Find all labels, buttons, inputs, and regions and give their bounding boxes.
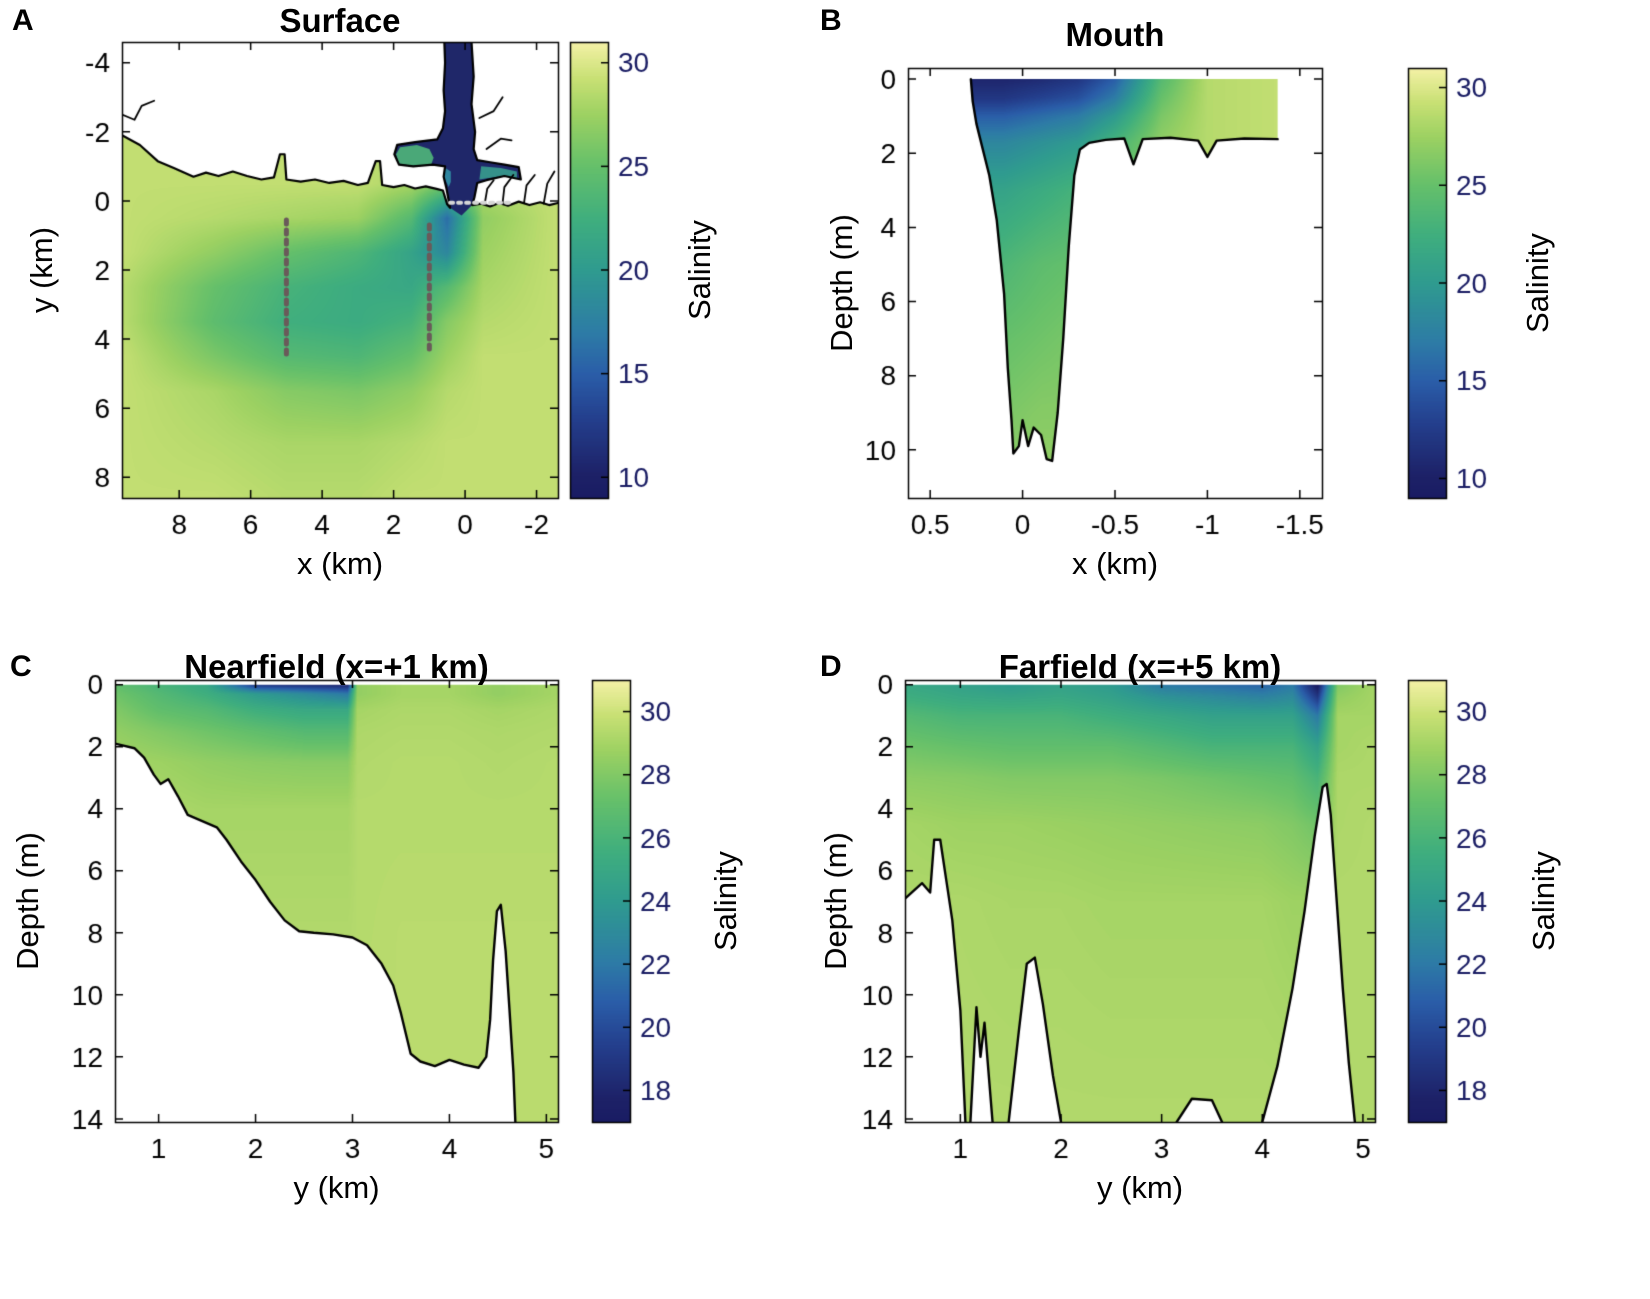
- surface-heatmap-canvas: [0, 0, 810, 650]
- panel-mouth: B Mouth Depth (m) x (km) Salinity: [810, 0, 1650, 650]
- colorbar-label: Salinity: [708, 851, 743, 951]
- panel-title-farfield: Farfield (x=+5 km): [998, 648, 1282, 685]
- panel-letter-a: A: [12, 4, 34, 37]
- panel-farfield: D Farfield (x=+5 km) Depth (m) y (km) Sa…: [810, 648, 1650, 1299]
- x-axis-label: y (km): [293, 1170, 380, 1205]
- x-axis-label: y (km): [1096, 1170, 1184, 1205]
- panel-title-surface: Surface: [279, 2, 401, 39]
- panel-title-nearfield: Nearfield (x=+1 km): [184, 648, 489, 685]
- nearfield-heatmap-canvas: [0, 650, 810, 1299]
- y-axis-label: y (km): [24, 226, 59, 314]
- mouth-heatmap-canvas: [810, 0, 1650, 650]
- y-axis-label: Depth (m): [10, 832, 45, 970]
- y-axis-label: Depth (m): [818, 832, 853, 970]
- x-axis-label: x (km): [1071, 546, 1159, 581]
- x-axis-label: x (km): [296, 546, 384, 581]
- colorbar-label: Salinity: [682, 220, 717, 320]
- colorbar-label: Salinity: [1520, 233, 1555, 333]
- farfield-heatmap-canvas: [810, 650, 1650, 1299]
- y-axis-label: Depth (m): [824, 214, 859, 352]
- panel-letter-b: B: [820, 4, 842, 37]
- panel-letter-d: D: [820, 650, 842, 683]
- colorbar-label: Salinity: [1526, 851, 1561, 951]
- panel-surface: A Surface y (km) x (km) Salinity: [0, 0, 810, 650]
- panel-nearfield: C Nearfield (x=+1 km) Depth (m) y (km) S…: [0, 648, 810, 1299]
- panel-title-mouth: Mouth: [1065, 16, 1165, 53]
- panel-letter-c: C: [10, 650, 32, 683]
